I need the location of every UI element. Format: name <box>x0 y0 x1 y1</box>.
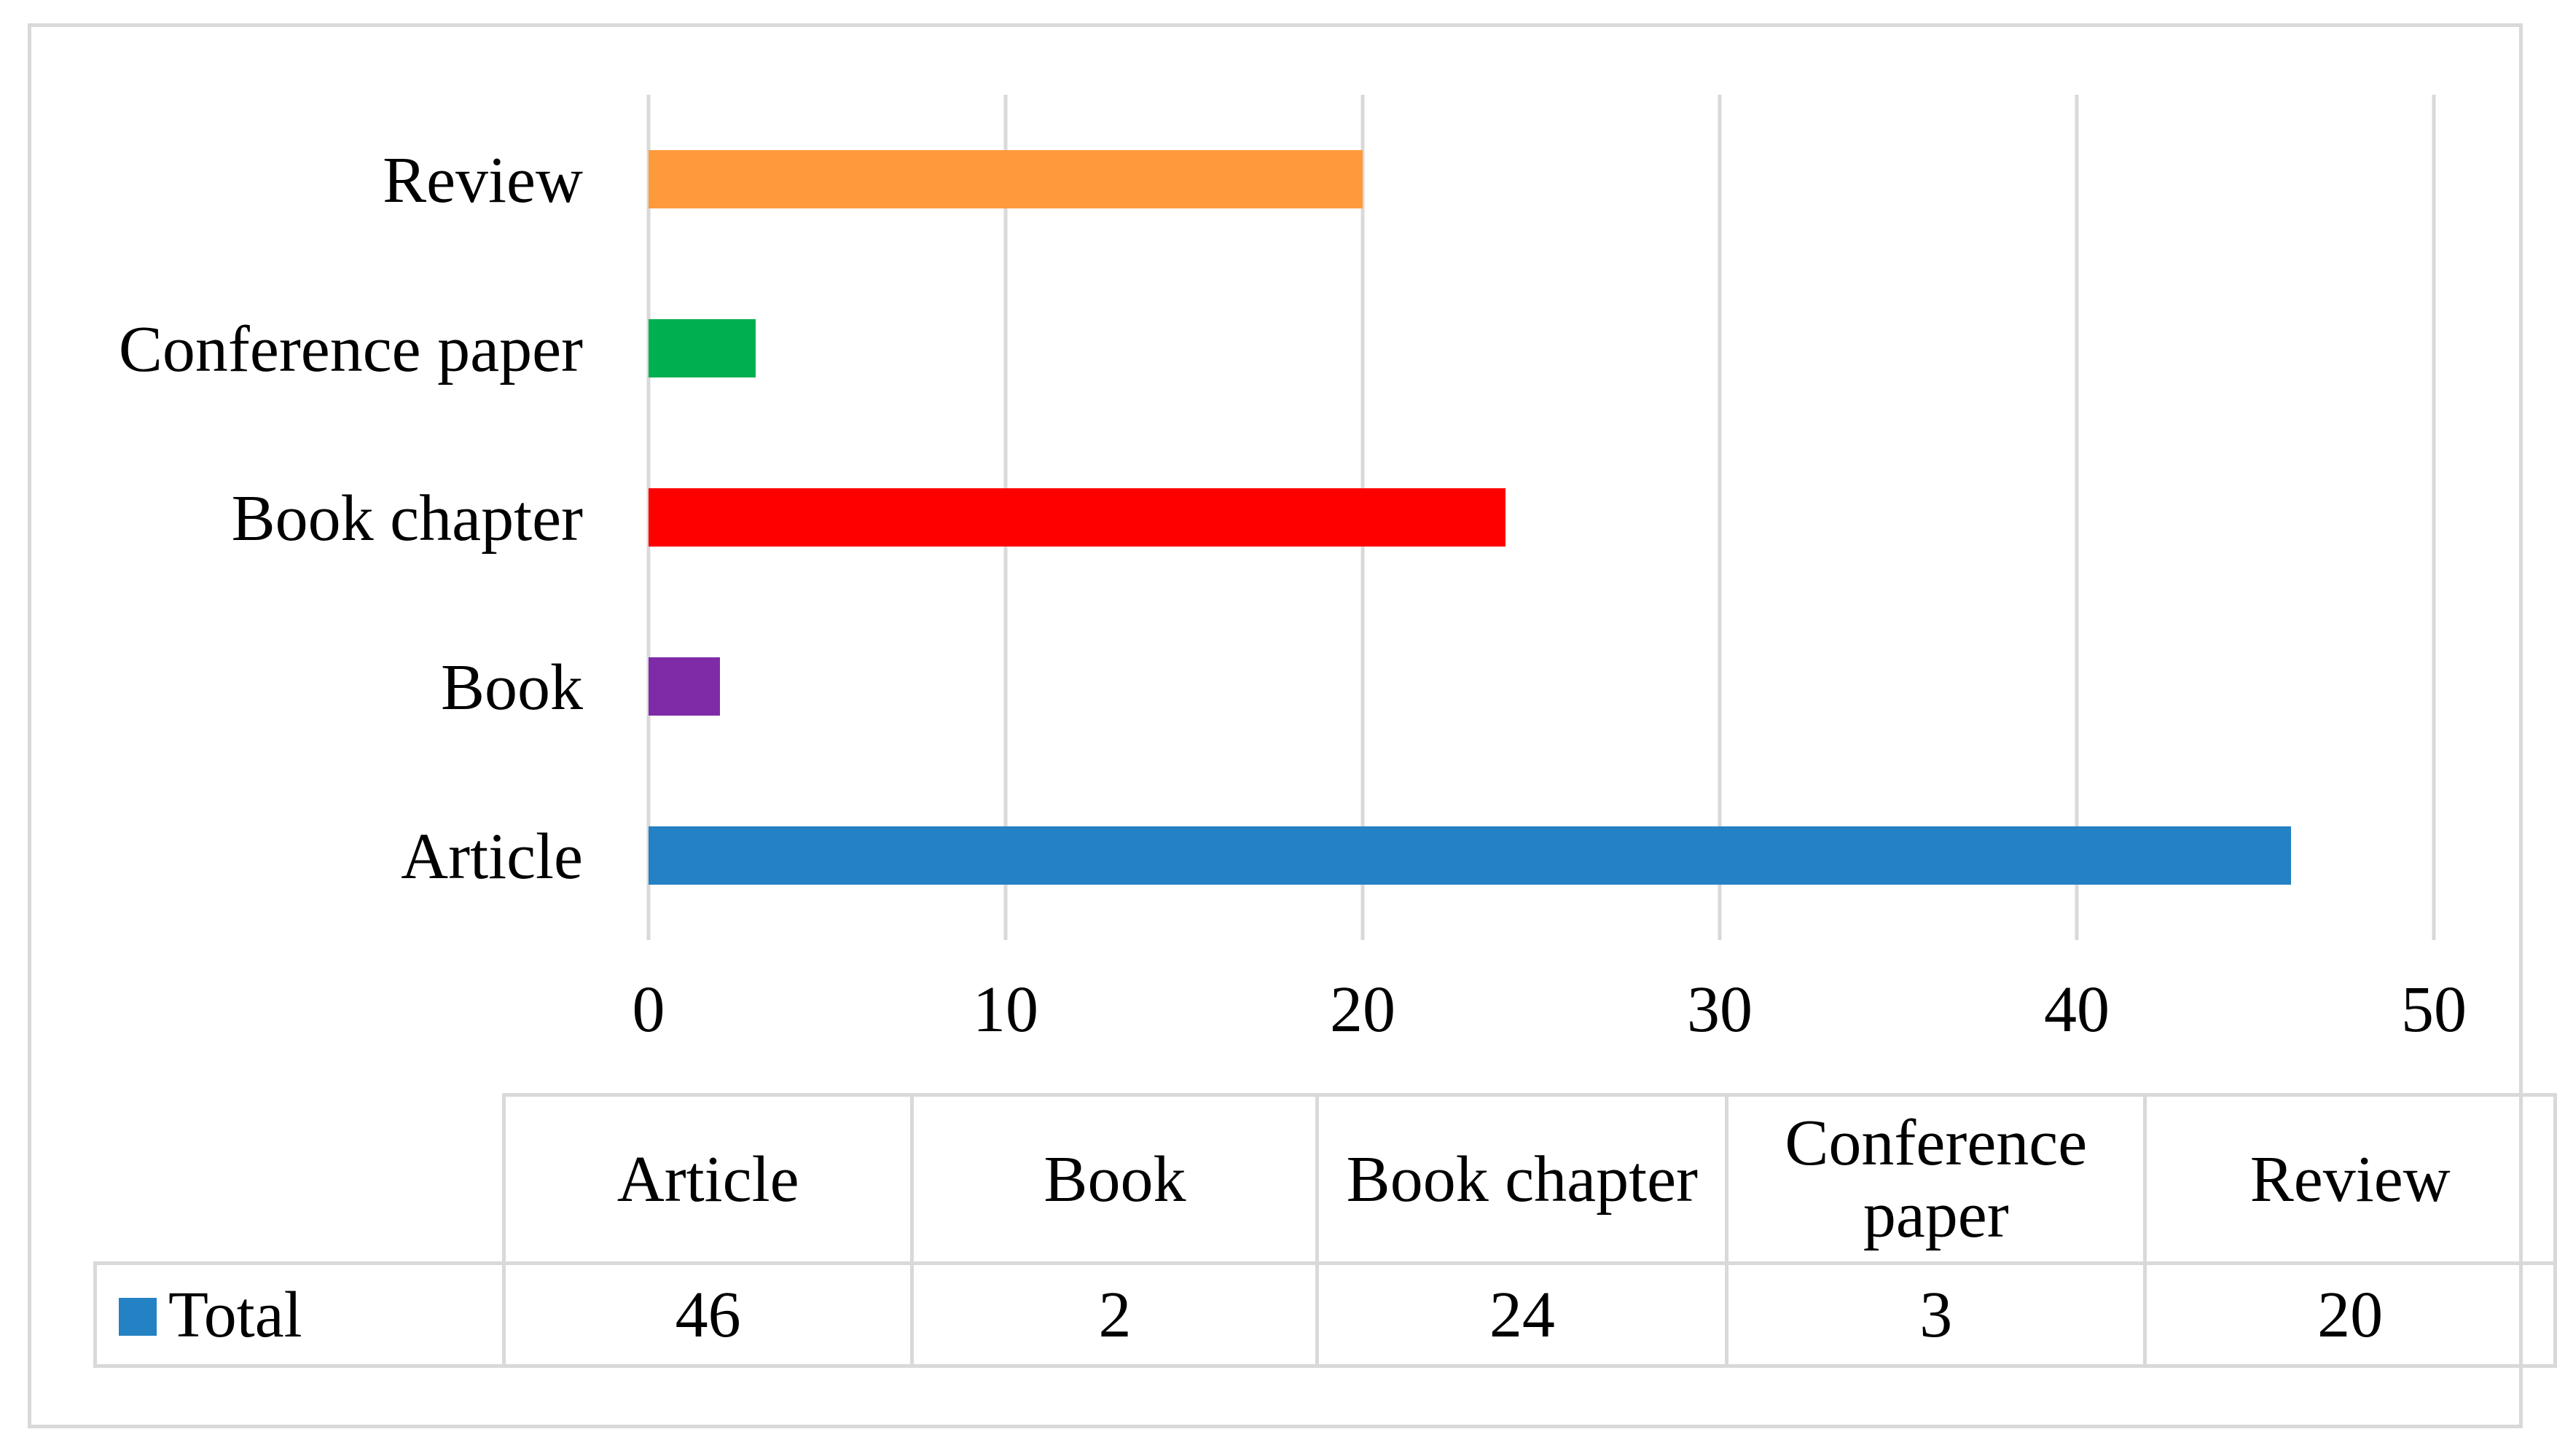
bar-chart: 0 10 20 30 40 50 Article Book Book chapter Confer… <box>119 95 2467 1046</box>
header-article: Article <box>616 1143 799 1216</box>
data-table-value-cell: 24 <box>1315 1261 1729 1368</box>
header-conference-paper-line-2: paper <box>1863 1179 2009 1251</box>
bar <box>649 150 1363 208</box>
bar <box>649 319 756 377</box>
data-table-value-cell: 20 <box>2143 1261 2557 1368</box>
data-table-header-row: Article Book Book chapter Conference pap… <box>95 1093 2557 1265</box>
data-table-value-cell: 3 <box>1725 1261 2147 1368</box>
data-table-value-cell: 46 <box>501 1261 915 1368</box>
x-tick-label: 0 <box>633 974 665 1046</box>
data-table-header-cell: Conference paper <box>1725 1093 2147 1265</box>
x-tick-label: 50 <box>2401 974 2467 1046</box>
header-book-chapter: Book chapter <box>1346 1143 1699 1216</box>
y-tick-label: Book <box>441 651 583 724</box>
x-tick-label: 10 <box>973 974 1038 1046</box>
x-tick-label: 30 <box>1687 974 1753 1046</box>
bar <box>649 826 2291 885</box>
data-table-header-cell: Article <box>501 1093 915 1265</box>
y-tick-label: Article <box>401 821 583 893</box>
data-table-values-row: Total 46 2 24 3 20 <box>93 1261 2557 1368</box>
data-table-header-cell: Review <box>2143 1093 2557 1265</box>
y-tick-label: Review <box>383 144 583 216</box>
x-tick-label: 40 <box>2044 974 2110 1046</box>
y-tick-label: Conference paper <box>119 313 583 385</box>
chart-frame <box>28 23 2523 1428</box>
legend-entry-total: Total <box>93 1261 506 1368</box>
header-book: Book <box>1043 1143 1186 1216</box>
data-table-corner <box>95 1095 506 1265</box>
data-table-header-cell: Book chapter <box>1315 1093 1729 1265</box>
bar <box>649 657 720 716</box>
data-table-value-cell: 2 <box>910 1261 1320 1368</box>
header-review: Review <box>2249 1143 2451 1216</box>
header-conference-paper-line-1: Conference <box>1785 1107 2088 1179</box>
data-table-header-cell: Book <box>910 1093 1320 1265</box>
data-table: Article Book Book chapter Conference pap… <box>93 1093 2557 1368</box>
x-tick-label: 20 <box>1330 974 1395 1046</box>
legend-label: Total <box>168 1278 302 1351</box>
bar <box>649 488 1505 547</box>
legend-swatch <box>119 1297 157 1336</box>
y-tick-label: Book chapter <box>232 482 583 555</box>
